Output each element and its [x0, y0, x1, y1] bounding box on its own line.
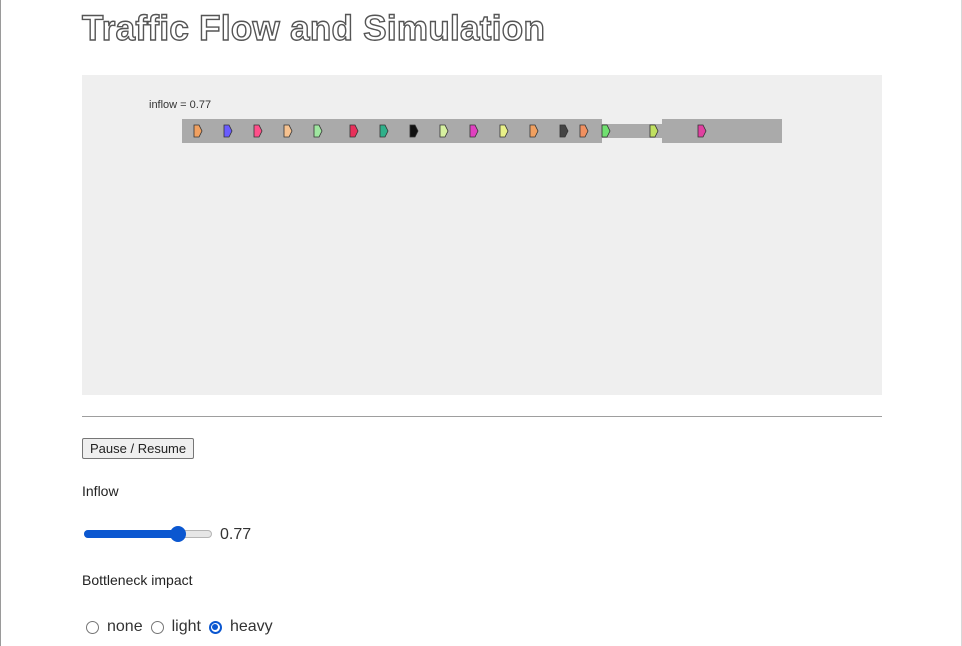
- vehicle-main: [559, 124, 569, 138]
- vehicle-bottleneck: [649, 124, 659, 138]
- inflow-slider-fill: [84, 530, 179, 538]
- radio-none[interactable]: [86, 620, 99, 634]
- road-main-segment: [182, 119, 602, 143]
- radio-light[interactable]: [150, 620, 164, 634]
- vehicle-main: [469, 124, 479, 138]
- window-left-edge: [0, 0, 1, 646]
- vehicle-main: [193, 124, 203, 138]
- radio-light-label: light: [171, 618, 201, 635]
- bottleneck-radio-group: none light heavy: [86, 616, 281, 638]
- vehicle-main: [579, 124, 589, 138]
- road-bottleneck-segment: [602, 124, 662, 138]
- vehicle-group: [193, 124, 707, 138]
- inflow-slider-thumb[interactable]: [170, 526, 187, 542]
- vehicle-main: [529, 124, 539, 138]
- radio-heavy[interactable]: [208, 620, 222, 634]
- inflow-value: 0.77: [220, 526, 252, 543]
- radio-option-none[interactable]: none: [86, 618, 143, 636]
- road-exit-segment: [662, 119, 782, 143]
- radio-none-label: none: [107, 618, 143, 635]
- inflow-label: Inflow: [82, 483, 119, 499]
- inflow-readout: inflow = 0.77: [149, 99, 211, 111]
- vehicle-main: [253, 124, 263, 138]
- radio-option-light[interactable]: light: [150, 618, 201, 636]
- vehicle-bottleneck: [601, 124, 611, 138]
- pause-resume-button[interactable]: Pause / Resume: [82, 438, 195, 459]
- vehicle-main: [499, 124, 509, 138]
- vehicle-main: [409, 124, 419, 138]
- vehicle-main: [379, 124, 389, 138]
- radio-option-heavy[interactable]: heavy: [208, 618, 273, 636]
- vehicle-main: [283, 124, 293, 138]
- radio-heavy-label: heavy: [229, 618, 273, 635]
- section-divider: [82, 416, 882, 417]
- inflow-slider[interactable]: [84, 524, 214, 544]
- bottleneck-label: Bottleneck impact: [82, 572, 193, 588]
- vehicle-main: [349, 124, 359, 138]
- vehicle-main: [313, 124, 323, 138]
- vehicle-main: [223, 124, 233, 138]
- simulation-svg: inflow = 0.77: [149, 99, 782, 143]
- vehicle-exit: [697, 124, 707, 138]
- simulation-canvas: inflow = 0.77: [82, 75, 882, 395]
- vehicle-main: [439, 124, 449, 138]
- page-title: Traffic Flow and Simulation: [81, 8, 546, 48]
